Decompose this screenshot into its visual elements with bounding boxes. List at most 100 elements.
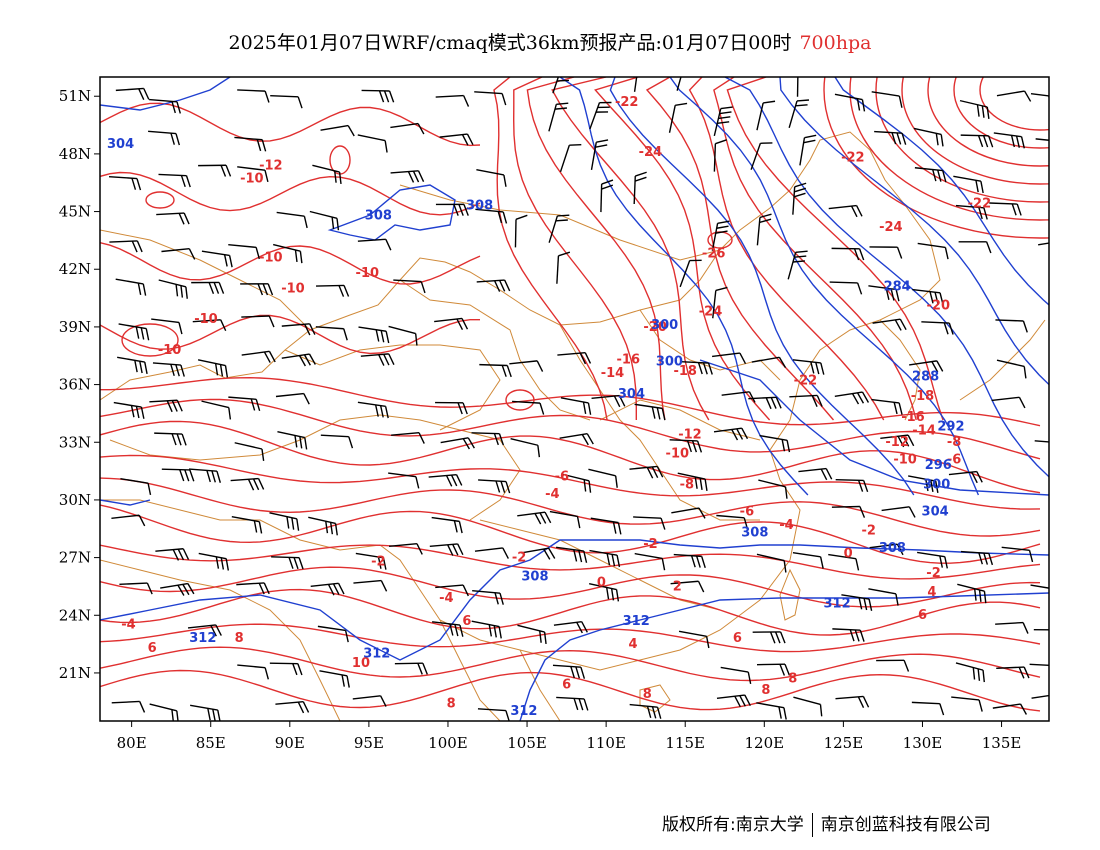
temperature-label: -20: [643, 320, 667, 335]
wind-barb: [271, 556, 304, 570]
temperature-label: 8: [788, 672, 797, 687]
temperature-label: 2: [673, 579, 682, 594]
wind-barb: [913, 127, 944, 147]
height-label: 296: [925, 458, 952, 473]
wind-barb: [959, 99, 990, 119]
temperature-contour: [100, 420, 1041, 494]
temperature-label: -24: [639, 145, 663, 160]
wind-barb: [357, 401, 389, 419]
wind-barb: [634, 552, 666, 571]
wind-barb: [190, 704, 221, 721]
wind-barb: [561, 473, 592, 493]
wind-barb: [869, 543, 904, 556]
wind-barb: [192, 319, 227, 332]
wind-barb: [834, 391, 870, 405]
wind-barb: [435, 401, 468, 415]
wind-barb: [158, 279, 188, 299]
wind-barb: [197, 359, 229, 378]
temperature-label: 8: [761, 683, 770, 698]
wind-barb: [149, 98, 181, 114]
footer-right: 南京创蓝科技有限公司: [820, 815, 991, 835]
x-tick-label: 95E: [354, 734, 384, 752]
wind-barb: [315, 326, 348, 341]
wind-barb: [1001, 546, 1034, 563]
wind-barb: [871, 91, 903, 108]
wind-barb: [834, 93, 866, 112]
wind-barb: [788, 99, 810, 129]
wind-barbs: [109, 77, 1049, 721]
wind-barb: [600, 179, 614, 213]
temperature-label: -14: [912, 424, 936, 439]
temperature-contour: [594, 77, 771, 421]
wind-barb: [156, 212, 190, 225]
wind-barb: [590, 517, 622, 535]
y-tick-label: 39N: [59, 318, 91, 336]
wind-barb: [478, 479, 511, 494]
temperature-contour: [100, 398, 1041, 460]
wind-barb: [388, 325, 418, 346]
inner-boundary-east: [559, 324, 760, 521]
temperature-label: -12: [885, 435, 909, 450]
wind-barb: [756, 702, 787, 720]
wind-barb: [514, 214, 528, 248]
wind-barb: [237, 664, 270, 680]
wind-barb: [476, 169, 507, 187]
wind-barb: [880, 434, 915, 448]
wind-barb: [320, 434, 354, 449]
wind-barb: [1029, 663, 1049, 667]
wind-barb: [353, 579, 388, 592]
wind-barb: [388, 472, 420, 489]
wind-barb: [559, 144, 582, 173]
wind-barb: [431, 516, 463, 534]
wind-barb: [555, 546, 588, 563]
temperature-contour: [505, 389, 535, 411]
x-tick-label: 115E: [665, 734, 705, 752]
temperature-contour: [100, 477, 1041, 537]
temperature-contour: [100, 623, 1041, 653]
wind-barb: [520, 547, 556, 560]
height-label: 300: [651, 318, 678, 333]
wind-barb: [154, 432, 187, 446]
page-title: 2025年01月07日WRF/cmaq模式36km预报产品:01月07日00时 7…: [0, 28, 1100, 55]
wind-barb: [831, 247, 865, 261]
temperature-label: -10: [893, 452, 917, 467]
wind-barb: [958, 241, 992, 254]
temperature-label: -10: [194, 312, 218, 327]
wind-barb: [793, 696, 823, 717]
wind-barb: [474, 547, 509, 559]
height-label: 284: [884, 279, 911, 294]
height-label: 312: [623, 614, 650, 629]
temperature-label: -10: [240, 172, 264, 187]
wind-barb: [629, 703, 662, 719]
temperature-label: -22: [794, 374, 818, 389]
wind-barb: [872, 318, 907, 331]
korea-outline: [879, 319, 921, 421]
temperature-label: -22: [841, 151, 865, 166]
temperature-label: -2: [643, 537, 657, 552]
wind-barb: [428, 473, 463, 487]
temperature-contour: [493, 77, 608, 421]
wind-barb: [917, 242, 949, 260]
wind-barb: [828, 553, 860, 571]
wind-barb: [148, 130, 181, 146]
wind-barb: [758, 479, 788, 499]
temperature-contour: [100, 454, 1041, 510]
wind-barb: [713, 106, 733, 137]
wind-barb: [995, 621, 1029, 634]
wind-barb: [111, 514, 146, 527]
temperature-label: -16: [901, 410, 925, 425]
wind-barb: [751, 356, 787, 368]
wind-barb: [1030, 584, 1049, 589]
x-tick-label: 105E: [507, 734, 547, 752]
wind-barb: [796, 77, 799, 97]
temperature-label: 4: [628, 637, 637, 652]
height-label: 308: [466, 199, 493, 214]
inner-boundary-qinghai: [284, 344, 501, 431]
wind-barb: [960, 550, 994, 566]
height-label: 312: [363, 647, 390, 662]
wind-barb: [921, 321, 954, 335]
height-label: 308: [741, 525, 768, 540]
y-tick-label: 48N: [59, 145, 91, 163]
wind-barb: [712, 352, 747, 364]
wind-barb: [835, 695, 870, 708]
